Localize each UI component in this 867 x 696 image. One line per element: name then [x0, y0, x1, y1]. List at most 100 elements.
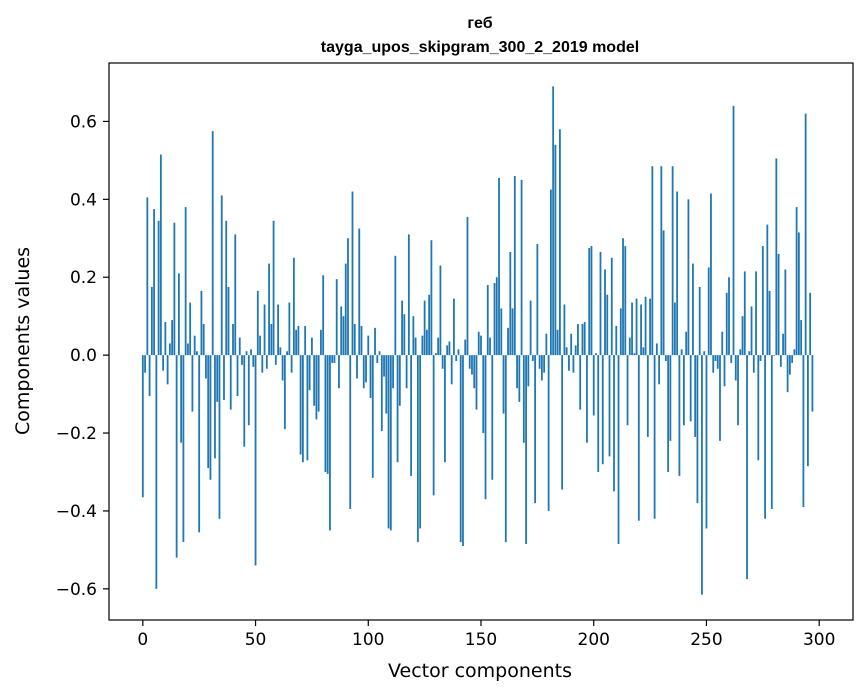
bar-93 — [351, 191, 354, 356]
bar-223 — [644, 296, 647, 356]
bar-241 — [685, 331, 688, 356]
bar-243 — [689, 355, 692, 422]
bar-237 — [676, 191, 679, 356]
bar-125 — [423, 300, 426, 356]
bar-267 — [743, 271, 746, 356]
bar-55 — [265, 355, 268, 369]
bar-185 — [559, 129, 561, 356]
bar-156 — [493, 283, 496, 356]
bar-111 — [392, 355, 394, 389]
bar-234 — [669, 355, 672, 441]
bar-288 — [791, 355, 794, 363]
bar-85 — [333, 355, 336, 363]
bar-4 — [150, 286, 153, 356]
y-axis-ticks: −0.6 −0.4 −0.2 0.0 0.2 0.4 0.6 — [56, 112, 109, 600]
bar-29 — [207, 355, 210, 469]
bar-90 — [344, 263, 347, 356]
bar-256 — [719, 355, 721, 441]
bar-158 — [498, 177, 500, 356]
bar-66 — [290, 355, 293, 373]
x-tick-label: 250 — [690, 630, 722, 650]
bar-248 — [701, 355, 703, 595]
bar-105 — [378, 351, 381, 356]
bar-275 — [761, 246, 764, 356]
bar-161 — [504, 355, 507, 543]
bar-200 — [592, 355, 595, 416]
bar-76 — [313, 355, 316, 406]
bar-45 — [243, 355, 246, 447]
bar-68 — [295, 329, 298, 356]
bar-137 — [450, 355, 453, 385]
bar-209 — [613, 355, 615, 492]
bar-103 — [374, 327, 376, 356]
bar-71 — [301, 355, 304, 463]
bar-30 — [209, 355, 212, 480]
bar-127 — [428, 294, 431, 356]
bar-281 — [775, 158, 778, 356]
bar-297 — [811, 355, 814, 412]
bar-255 — [716, 355, 719, 369]
bar-140 — [457, 349, 460, 356]
bar-70 — [299, 355, 302, 455]
bar-77 — [315, 355, 318, 420]
bar-204 — [601, 355, 604, 465]
bar-132 — [439, 265, 442, 356]
bar-254 — [714, 355, 717, 361]
bar-15 — [175, 355, 178, 558]
bar-107 — [383, 355, 385, 377]
bar-135 — [446, 345, 449, 356]
bar-14 — [173, 222, 176, 356]
bar-287 — [788, 355, 791, 375]
bar-261 — [730, 355, 733, 363]
y-tick-label: 0.2 — [70, 268, 97, 288]
bar-193 — [577, 323, 579, 356]
bar-117 — [405, 355, 408, 389]
bar-143 — [464, 339, 467, 356]
bar-31 — [211, 131, 214, 356]
bar-20 — [187, 343, 189, 356]
bar-106 — [380, 355, 383, 432]
bar-218 — [633, 353, 636, 356]
bar-39 — [229, 355, 232, 410]
bar-165 — [513, 175, 516, 356]
bar-188 — [565, 347, 568, 356]
bar-89 — [342, 316, 345, 356]
bar-18 — [182, 355, 185, 543]
bars-group — [141, 86, 814, 595]
bar-69 — [297, 325, 300, 356]
bar-245 — [694, 355, 697, 437]
bar-276 — [764, 355, 766, 519]
bar-16 — [177, 273, 180, 356]
bar-47 — [247, 355, 250, 426]
bar-82 — [326, 355, 329, 474]
bar-222 — [642, 347, 645, 356]
y-tick-label: −0.6 — [56, 580, 97, 600]
bar-153 — [486, 285, 489, 356]
bar-192 — [574, 345, 577, 356]
bar-97 — [360, 325, 363, 356]
bar-292 — [800, 320, 803, 356]
bar-41 — [234, 234, 237, 356]
bar-61 — [279, 347, 282, 356]
bar-271 — [752, 355, 755, 373]
bar-283 — [779, 355, 782, 367]
bar-3 — [148, 355, 151, 397]
bar-274 — [759, 355, 762, 361]
x-tick-label: 150 — [465, 630, 497, 650]
bar-252 — [710, 193, 712, 356]
bar-290 — [795, 207, 798, 356]
bar-13 — [171, 320, 174, 356]
bar-195 — [581, 323, 584, 356]
bar-167 — [518, 355, 521, 402]
bar-205 — [604, 269, 606, 356]
bar-104 — [376, 355, 379, 363]
y-tick-label: −0.4 — [56, 502, 97, 522]
bar-25 — [198, 355, 201, 533]
bar-75 — [311, 337, 313, 356]
bar-27 — [202, 323, 205, 356]
bar-26 — [200, 290, 203, 356]
bar-215 — [626, 355, 629, 426]
bar-24 — [196, 351, 198, 356]
bar-136 — [448, 341, 451, 356]
